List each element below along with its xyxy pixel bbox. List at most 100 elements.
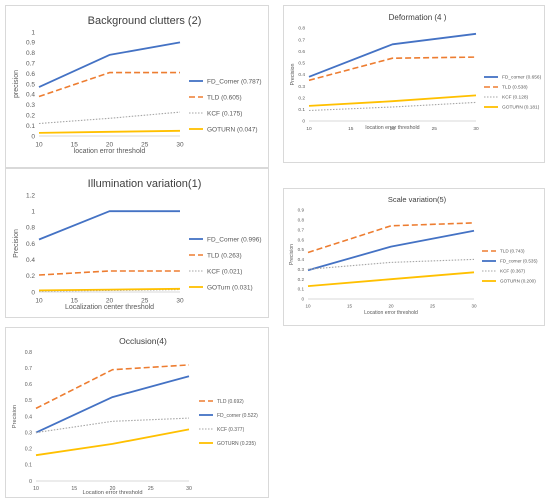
series-line-fd-corner xyxy=(38,210,180,241)
y-tick-label: 0.8 xyxy=(26,50,35,57)
y-tick-label: 0.5 xyxy=(298,61,305,67)
y-tick-label: 0.6 xyxy=(26,241,35,248)
y-tick-label: 0.8 xyxy=(298,217,305,222)
chart-panel-deformation: Deformation (4 ) 0 0.1 0.2 0.3 0.4 0.5 0.6 0.7 0.… xyxy=(283,5,545,163)
series-line-goturn xyxy=(38,129,181,134)
legend-label: KCF (0.175) xyxy=(207,110,242,117)
legend-label: KCF (0.128) xyxy=(502,95,529,101)
x-tick-label: 30 xyxy=(186,486,192,492)
series-line-goturn xyxy=(35,428,190,457)
y-tick-label: 0.3 xyxy=(298,267,305,272)
y-tick-label: 0.1 xyxy=(298,107,305,113)
chart-scale-variation: Scale variation(5) 0 0.1 0.2 0.3 0.4 0.5 0.6 0.7… xyxy=(289,195,538,316)
y-tick-label: 0.5 xyxy=(25,398,32,404)
x-tick-label: 20 xyxy=(110,486,116,492)
legend-label: GOTURN (0.200) xyxy=(500,279,536,284)
y-tick-label: 1 xyxy=(31,29,35,36)
y-tick-label: 0.8 xyxy=(26,225,35,232)
y-tick-label: 1.2 xyxy=(26,192,35,199)
series-line-tld xyxy=(308,56,477,82)
chart-title: Scale variation(5) xyxy=(388,195,447,204)
chart-panel-occlusion: Occlusion(4) 0 0.1 0.2 0.3 0.4 0.5 0.6 0.7 0.8 10 1… xyxy=(5,327,269,498)
y-tick-label: 0.3 xyxy=(298,84,305,90)
y-tick-label: 0.3 xyxy=(25,430,32,436)
legend-label: KCF (0.377) xyxy=(217,427,245,433)
x-axis-label: Localization center threshold xyxy=(65,304,154,311)
series-line-fd-corner xyxy=(38,41,181,88)
x-tick-label: 10 xyxy=(35,298,43,305)
x-tick-label: 15 xyxy=(71,486,77,492)
y-tick-label: 0.1 xyxy=(298,287,305,292)
y-tick-label: 0 xyxy=(301,297,304,302)
legend-label: FD_corner (0.656) xyxy=(502,75,542,81)
legend-label: GOTURN (0.047) xyxy=(207,126,258,133)
chart-background-clutters: Background clutters (2) 0 0.1 0.2 0.3 0.4 0.5 0… xyxy=(13,15,262,155)
series-line-kcf xyxy=(308,101,477,112)
y-tick-label: 0.7 xyxy=(298,37,305,43)
series-line-goturn xyxy=(307,271,475,287)
x-tick-label: 20 xyxy=(106,298,114,305)
x-tick-label: 25 xyxy=(432,126,438,132)
y-axis-label: Precision xyxy=(290,64,296,86)
x-tick-label: 25 xyxy=(148,486,154,492)
y-tick-label: 0.2 xyxy=(298,95,305,101)
x-tick-label: 15 xyxy=(71,142,79,149)
x-tick-label: 15 xyxy=(348,126,354,132)
y-tick-label: 0.5 xyxy=(298,247,305,252)
y-tick-label: 0.2 xyxy=(25,447,32,453)
y-tick-label: 0.2 xyxy=(298,277,305,282)
legend-label: FD_Corner (0.787) xyxy=(207,78,262,85)
series-line-tld xyxy=(307,222,475,254)
y-tick-label: 0.6 xyxy=(25,382,32,388)
y-tick-label: 0.6 xyxy=(298,49,305,55)
y-tick-label: 0 xyxy=(31,289,35,296)
legend-label: FD_corner (0.535) xyxy=(500,259,538,264)
y-axis-label: Precision xyxy=(13,229,20,258)
x-axis-label: Location error threshold xyxy=(364,310,418,316)
chart-deformation: Deformation (4 ) 0 0.1 0.2 0.3 0.4 0.5 0.6 0.7 0.… xyxy=(290,13,542,132)
x-tick-label: 25 xyxy=(141,298,149,305)
x-tick-label: 30 xyxy=(176,142,184,149)
legend-label: GOTURN (0.235) xyxy=(217,441,256,447)
x-tick-label: 25 xyxy=(141,142,149,149)
x-tick-label: 20 xyxy=(390,126,396,132)
y-tick-label: 0.3 xyxy=(26,102,35,109)
x-tick-label: 30 xyxy=(176,298,184,305)
legend-label: FD_Corner (0.996) xyxy=(207,236,262,243)
x-tick-label: 30 xyxy=(471,304,477,309)
y-tick-label: 0 xyxy=(302,119,305,125)
series-line-kcf xyxy=(35,417,190,434)
x-axis-label: location error threshold xyxy=(74,148,146,155)
x-tick-label: 10 xyxy=(306,126,312,132)
x-tick-label: 10 xyxy=(305,304,311,309)
legend-label: KCF (0.367) xyxy=(500,269,525,274)
series-line-tld xyxy=(38,270,180,276)
chart-title: Illumination variation(1) xyxy=(88,178,202,190)
series-line-tld xyxy=(38,71,180,98)
chart-panel-background-clutters: Background clutters (2) 0 0.1 0.2 0.3 0.4 0.5 0… xyxy=(5,5,269,168)
y-tick-label: 0.8 xyxy=(25,350,32,356)
y-tick-label: 0.4 xyxy=(26,92,35,99)
y-tick-label: 0.5 xyxy=(26,81,35,88)
y-tick-label: 0.9 xyxy=(298,208,305,213)
y-tick-label: 0.4 xyxy=(25,414,32,420)
y-tick-label: 0.4 xyxy=(298,72,305,78)
legend-label: TLD (0.263) xyxy=(207,252,242,259)
chart-panel-scale-variation: Scale variation(5) 0 0.1 0.2 0.3 0.4 0.5 0.6 0.7… xyxy=(283,188,545,326)
y-tick-label: 0.1 xyxy=(26,123,35,130)
series-line-fd-corner xyxy=(307,229,475,272)
legend-label: KCF (0.021) xyxy=(207,268,242,275)
x-tick-label: 15 xyxy=(71,298,79,305)
legend-label: FD_corner (0.522) xyxy=(217,413,258,419)
chart-title: Background clutters (2) xyxy=(88,15,202,27)
y-tick-label: 0.7 xyxy=(26,60,35,67)
legend-label: GOTURN (0.181) xyxy=(502,105,540,111)
series-line-kcf xyxy=(307,258,475,270)
series-line-goturn xyxy=(308,94,477,107)
x-tick-label: 30 xyxy=(473,126,479,132)
x-tick-label: 10 xyxy=(35,142,43,149)
series-line-goturn xyxy=(38,287,181,292)
y-tick-label: 0 xyxy=(29,479,32,485)
x-tick-label: 25 xyxy=(430,304,436,309)
series-line-kcf xyxy=(38,111,181,125)
